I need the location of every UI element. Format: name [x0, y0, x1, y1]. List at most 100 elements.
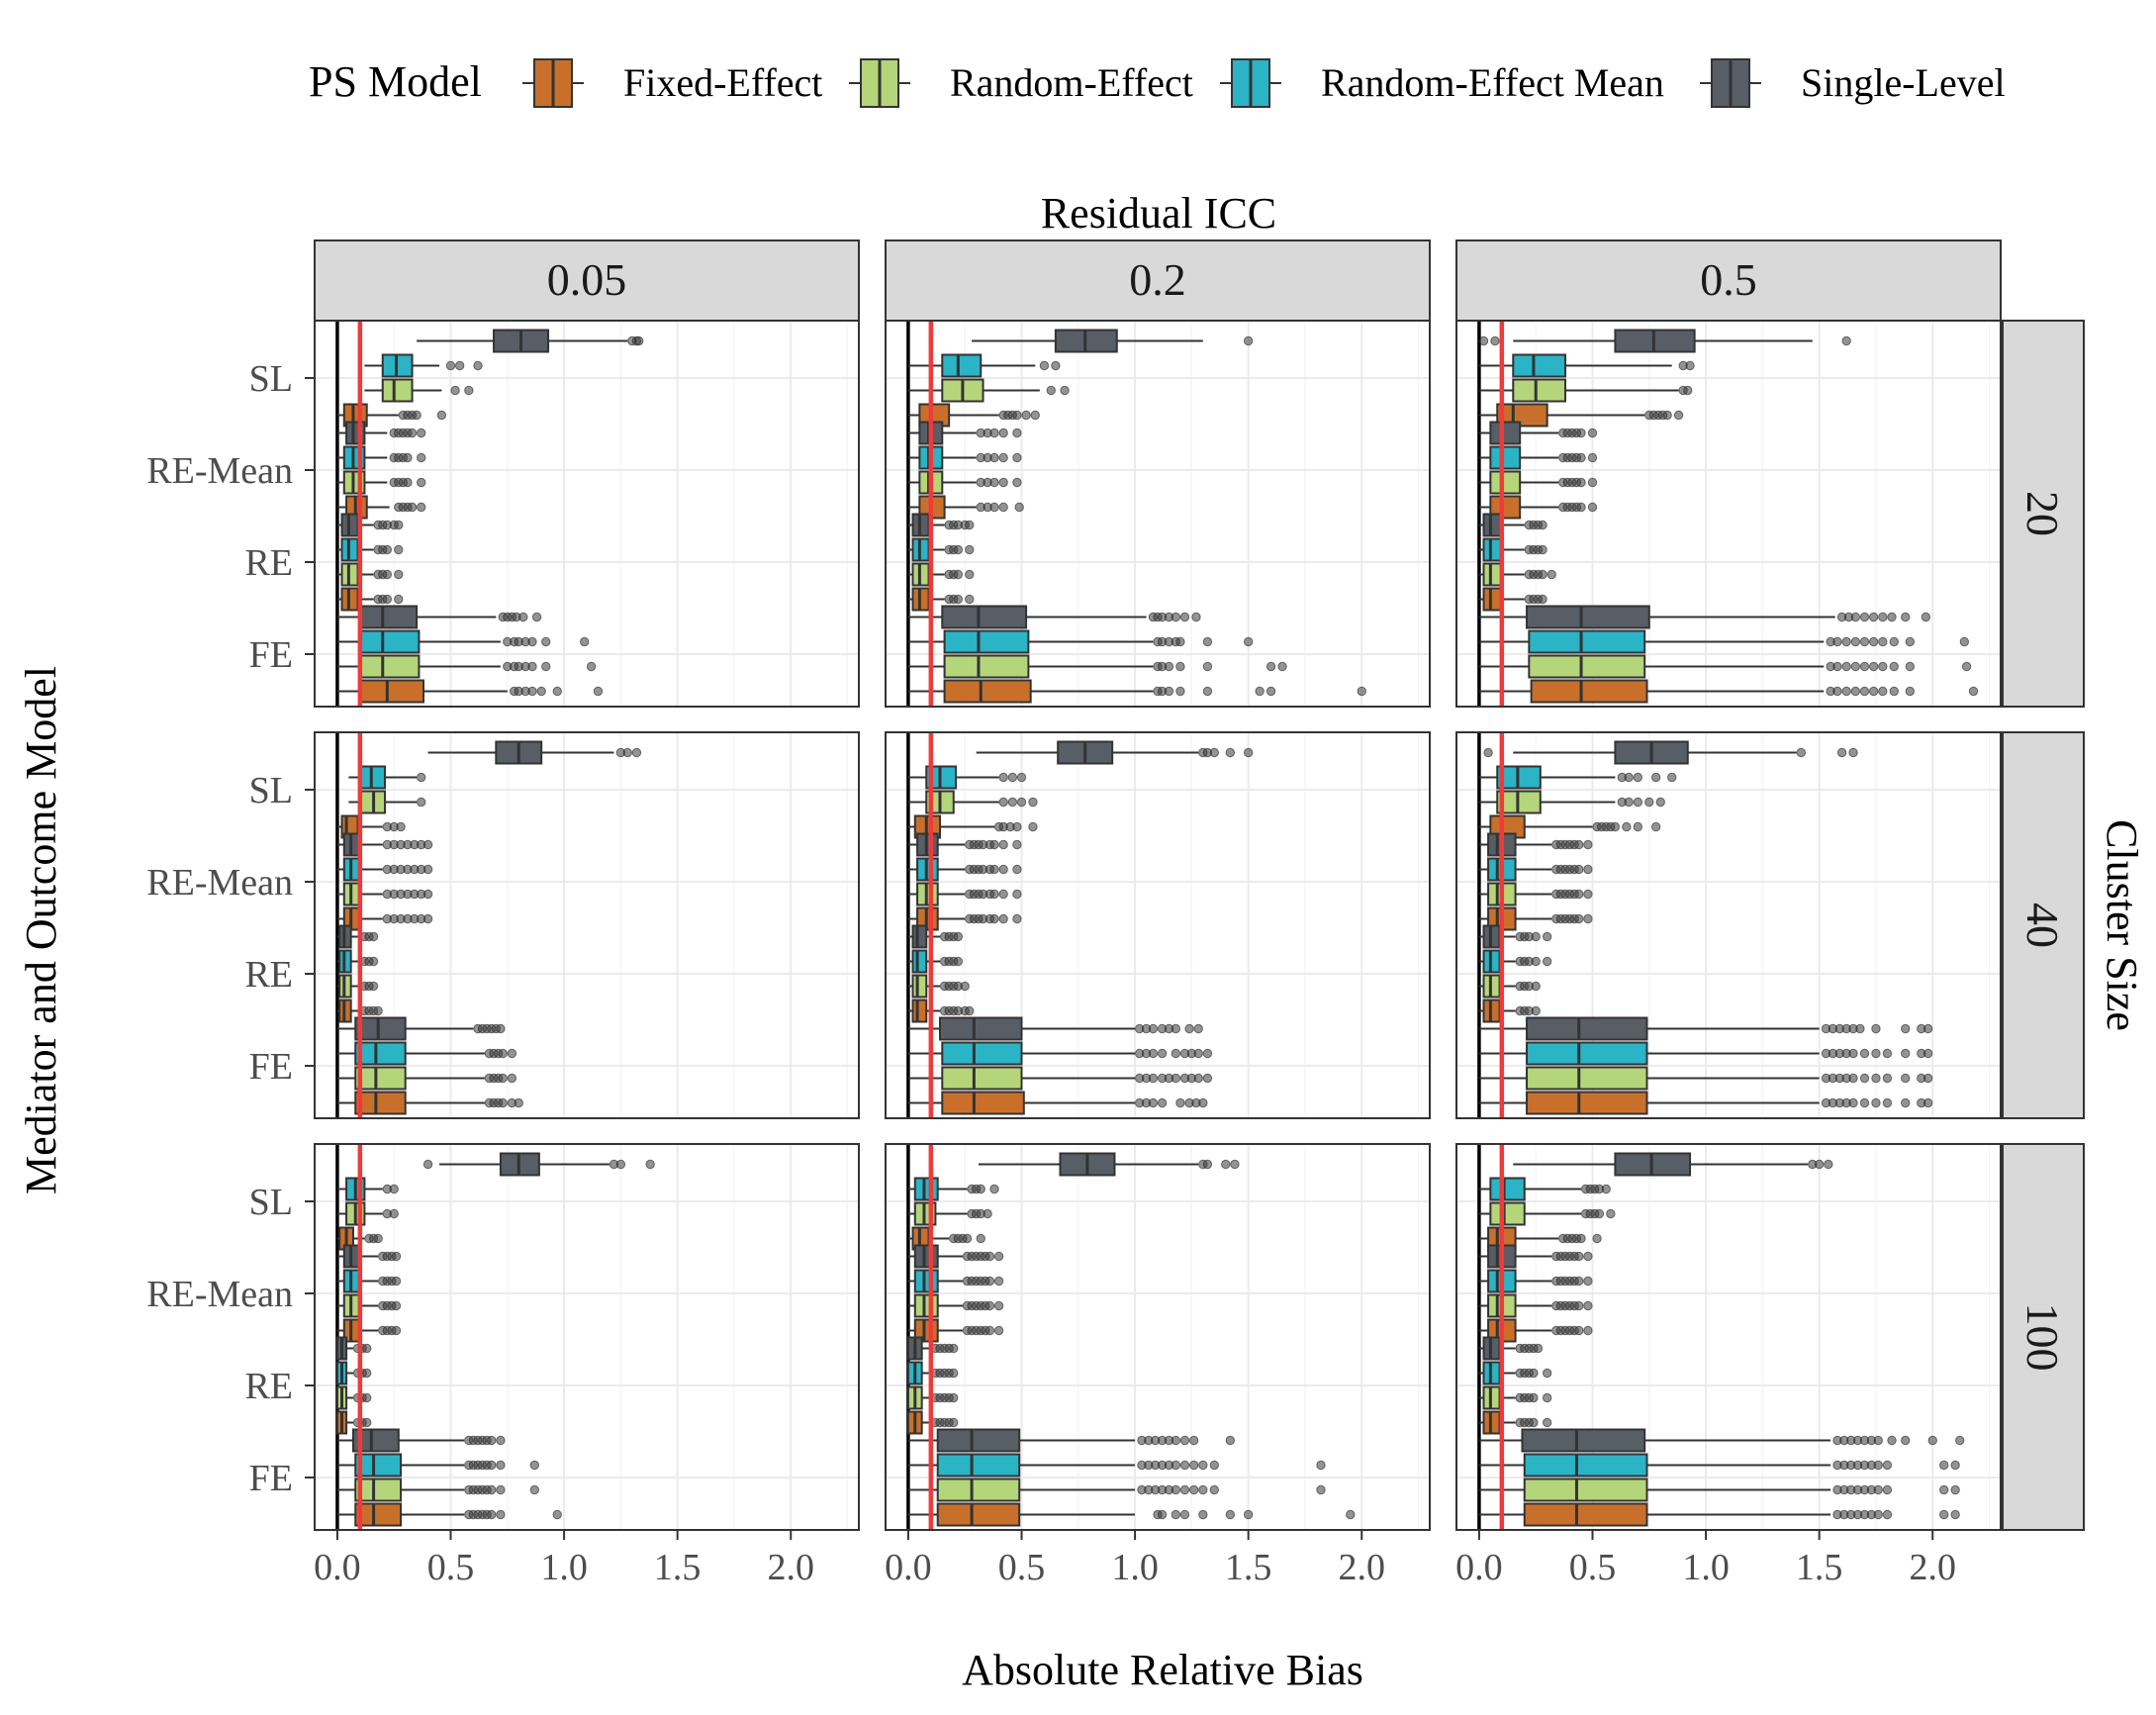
box-single-level	[1478, 329, 1851, 353]
outlier-point	[1574, 1300, 1584, 1311]
outlier-point	[998, 772, 1008, 783]
outlier-point	[984, 1325, 995, 1336]
outlier-point	[1650, 772, 1661, 783]
column-strip-background	[314, 239, 860, 322]
category-group-sl	[336, 740, 642, 839]
box-random-effect-mean	[364, 353, 483, 378]
outlier-point	[1583, 839, 1593, 850]
box-single-level	[1513, 1152, 1833, 1177]
outlier-point	[1683, 385, 1693, 396]
box-random-effect-mean	[1478, 765, 1677, 790]
category-group-fe	[907, 1016, 1213, 1115]
box-body	[941, 1091, 1025, 1115]
outlier-point	[1633, 797, 1643, 808]
outlier-point	[1673, 410, 1684, 421]
outlier-point	[998, 889, 1008, 900]
box-single-level	[336, 924, 379, 949]
x-axis-title: Absolute Relative Bias	[962, 1646, 1363, 1694]
outlier-point	[1148, 1097, 1159, 1108]
box-random-effect	[907, 470, 1022, 495]
outlier-point	[1624, 797, 1634, 808]
panel-border	[314, 731, 860, 1119]
category-group-re-mean	[1478, 1244, 1593, 1343]
outlier-point	[487, 1460, 497, 1471]
box-random-effect	[364, 378, 474, 403]
box-body	[1489, 470, 1522, 495]
outlier-point	[1576, 452, 1586, 463]
outlier-point	[394, 569, 404, 580]
box-random-effect	[336, 1477, 539, 1502]
outlier-point	[450, 385, 460, 396]
outlier-point	[1576, 477, 1586, 488]
outlier-point	[1587, 502, 1598, 513]
box-body	[1482, 587, 1503, 612]
outlier-point	[1012, 913, 1022, 924]
outlier-point	[1887, 612, 1897, 622]
row-strip-label: 40	[2017, 903, 2068, 948]
outlier-point	[1685, 360, 1695, 371]
outlier-point	[417, 502, 426, 513]
box-random-effect	[907, 654, 1287, 679]
box-random-effect-mean	[907, 1041, 1213, 1066]
outlier-point	[368, 931, 379, 942]
outlier-point	[976, 1233, 985, 1244]
outlier-point	[1587, 477, 1598, 488]
panel-border	[1455, 320, 2002, 708]
outlier-point	[1868, 686, 1879, 697]
legend-label: Fixed-Effect	[623, 60, 822, 105]
outlier-point	[1574, 1251, 1584, 1262]
y-axis: SL RE-Mean RE FE	[146, 358, 315, 676]
outlier-point	[1859, 1048, 1870, 1059]
x-tick-label: 1.0	[1111, 1547, 1159, 1588]
box-body	[1523, 1502, 1648, 1527]
outlier-point	[1583, 1251, 1593, 1262]
box-single-level	[417, 329, 644, 353]
outlier-point	[1531, 931, 1541, 942]
outlier-point	[1243, 1509, 1254, 1520]
box-single-level	[907, 513, 975, 537]
box-body	[913, 1293, 939, 1318]
outlier-point	[1007, 772, 1018, 783]
box-single-level	[906, 1336, 959, 1361]
outlier-point	[1016, 797, 1027, 808]
box-fixed-effect	[907, 587, 975, 612]
outlier-point	[368, 956, 379, 967]
box-fixed-effect	[907, 999, 975, 1023]
outlier-point	[1179, 1509, 1190, 1520]
panel-border	[1455, 731, 2002, 1119]
outlier-point	[1583, 1325, 1593, 1336]
box-random-effect-mean	[336, 1041, 517, 1066]
box-body	[354, 1502, 403, 1527]
outlier-point	[1939, 1509, 1949, 1520]
outlier-point	[1531, 956, 1541, 967]
outlier-point	[1841, 661, 1851, 672]
box-fixed-effect	[907, 1318, 1004, 1343]
box-body	[1489, 1177, 1526, 1201]
outlier-point	[953, 956, 964, 967]
outlier-point	[362, 1417, 372, 1428]
outlier-point	[1871, 1097, 1881, 1108]
outlier-point	[1202, 661, 1213, 672]
outlier-point	[1175, 661, 1185, 672]
outlier-point	[993, 1251, 1004, 1262]
outlier-point	[407, 428, 418, 438]
outlier-point	[422, 913, 433, 924]
outlier-point	[454, 360, 465, 371]
outlier-point	[1051, 360, 1061, 371]
outlier-point	[1961, 661, 1972, 672]
outlier-point	[1922, 1073, 1933, 1084]
outlier-point	[1889, 636, 1899, 647]
outlier-point	[394, 520, 404, 530]
outlier-point	[1583, 1276, 1593, 1286]
box-single-level	[978, 1152, 1240, 1177]
outlier-point	[1832, 661, 1842, 672]
box-body	[354, 1453, 403, 1477]
outlier-point	[983, 1208, 992, 1219]
outlier-point	[1606, 1208, 1616, 1219]
outlier-point	[1576, 428, 1586, 438]
outlier-point	[634, 335, 644, 346]
outlier-point	[1188, 1460, 1199, 1471]
box-random-effect-mean	[906, 1361, 959, 1385]
outlier-point	[1277, 661, 1287, 672]
panel-icc-0-05-cluster-20: SL RE-Mean RE FE	[146, 320, 860, 708]
